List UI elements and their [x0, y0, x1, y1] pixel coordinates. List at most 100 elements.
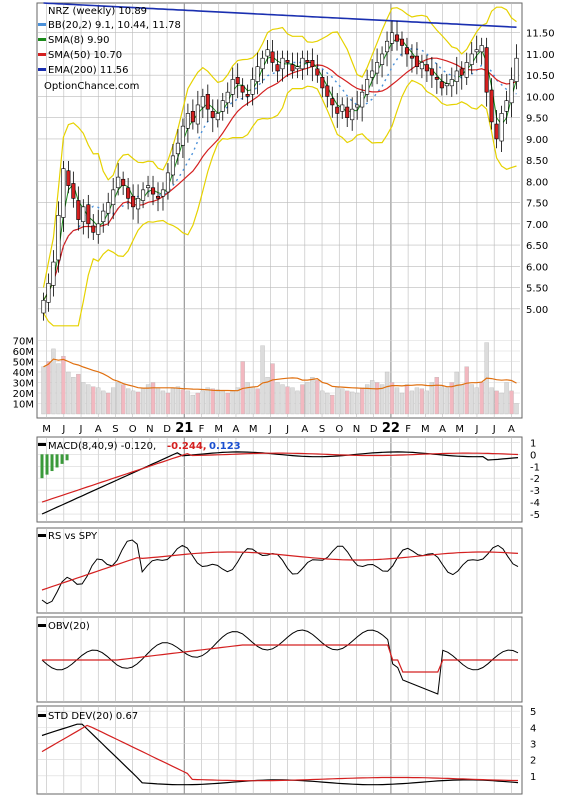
candle-down [155, 195, 161, 199]
volume-bar [489, 387, 494, 415]
volume-bar [444, 387, 449, 415]
volume-bar [111, 387, 116, 415]
month-tick-label: 22 [382, 421, 400, 436]
price-tick-label: 5.50 [526, 284, 548, 295]
candle-up [81, 206, 86, 223]
month-tick-label: A [508, 424, 515, 435]
volume-bar [345, 390, 350, 415]
volume-bar [514, 403, 519, 415]
candle-up [389, 32, 395, 44]
candle-up [116, 176, 121, 189]
macd-tick-label: -4 [530, 498, 540, 509]
price-tick-label: 7.50 [526, 199, 548, 210]
volume-bar [409, 390, 415, 415]
candle-down [305, 60, 310, 63]
macd-histogram-bar [60, 454, 64, 464]
rs-label: RS vs SPY [48, 531, 98, 542]
std-tick-label: 2 [530, 756, 536, 767]
candle-down [394, 34, 400, 42]
volume-bar [404, 384, 410, 415]
volume-bar [101, 390, 106, 415]
month-tick-label: J [474, 424, 478, 435]
price-tick-label: 5.00 [526, 305, 548, 316]
bb-legend-swatch [38, 23, 46, 26]
candle-up [230, 79, 235, 95]
volume-bar [91, 386, 96, 415]
volume-bar [200, 390, 205, 415]
ema200-line [43, 2, 517, 28]
obv-label: OBV(20) [48, 621, 90, 632]
sma50-legend-swatch [38, 53, 46, 56]
volume-bar [285, 386, 290, 415]
volume-bar [185, 390, 191, 415]
candle-down [150, 187, 156, 195]
volume-bar [260, 345, 265, 415]
volume-bar [140, 387, 146, 415]
volume-bar [76, 373, 81, 415]
candle-up [444, 83, 449, 87]
rs-line [41, 539, 519, 605]
candle-down [414, 55, 419, 68]
macd-tick-label: -2 [530, 474, 540, 485]
volume-bar [51, 348, 56, 415]
volume-bar [116, 382, 121, 415]
volume-ma-line [43, 358, 517, 392]
candle-up [141, 189, 146, 201]
obv-line [41, 629, 519, 695]
volume-bar [479, 382, 484, 415]
volume-bar [41, 366, 46, 415]
candle-down [345, 106, 350, 118]
volume-bar [135, 391, 141, 415]
month-tick-label: J [79, 424, 83, 435]
volume-bar [374, 382, 380, 415]
candle-down [434, 77, 439, 80]
month-tick-label: A [439, 424, 446, 435]
watermark: OptionChance.com [44, 81, 139, 92]
candle-up [509, 79, 514, 104]
macd-label: MACD(8,40,9) -0.120, [48, 441, 156, 452]
month-tick-label: O [129, 424, 137, 435]
candle-down [459, 68, 464, 76]
candle-down [484, 47, 489, 93]
volume-bar [310, 377, 315, 415]
volume-bar [419, 388, 425, 415]
volume-tick-label: 30M [13, 379, 34, 390]
candle-down [439, 81, 444, 89]
volume-bar [280, 384, 285, 415]
rs-panel-frame [36, 527, 523, 614]
volume-bar [350, 391, 355, 415]
candle-up [360, 91, 365, 108]
volume-bar [145, 384, 151, 415]
std-label-swatch [38, 714, 46, 717]
macd-histogram-bar [55, 454, 59, 468]
month-tick-label: N [146, 424, 153, 435]
volume-bar [330, 394, 335, 415]
volume-bar [86, 384, 91, 415]
volume-bar [454, 371, 459, 415]
sma8-legend-swatch [38, 38, 46, 41]
axis-labels: M J J A S O N D 21 F M A M J J A S O N D 22 F M A M J J A5.005.506.… [13, 29, 555, 783]
candle-up [504, 100, 509, 112]
macd-tick-label: -1 [530, 462, 540, 473]
volume-bar [300, 384, 305, 415]
candle-up [46, 282, 51, 303]
price-tick-label: 7.00 [526, 220, 548, 231]
volume-bar [230, 390, 235, 415]
sub-panel-lines [40, 451, 519, 786]
ema200-legend-swatch [38, 68, 46, 71]
price-tick-label: 6.00 [526, 262, 548, 273]
volume-tick-label: 70M [13, 337, 34, 348]
volume-bar [360, 387, 365, 415]
std-ma-line [41, 724, 518, 782]
volume-bar [399, 392, 405, 415]
candle-down [409, 55, 414, 59]
volume-bar [265, 377, 270, 415]
volume-tick-label: 20M [13, 389, 34, 400]
volume-bar [165, 392, 171, 415]
candle-down [270, 51, 275, 63]
volume-tick-label: 10M [13, 400, 34, 411]
candle-down [290, 64, 295, 72]
candle-up [61, 168, 66, 218]
candle-up [250, 79, 255, 95]
